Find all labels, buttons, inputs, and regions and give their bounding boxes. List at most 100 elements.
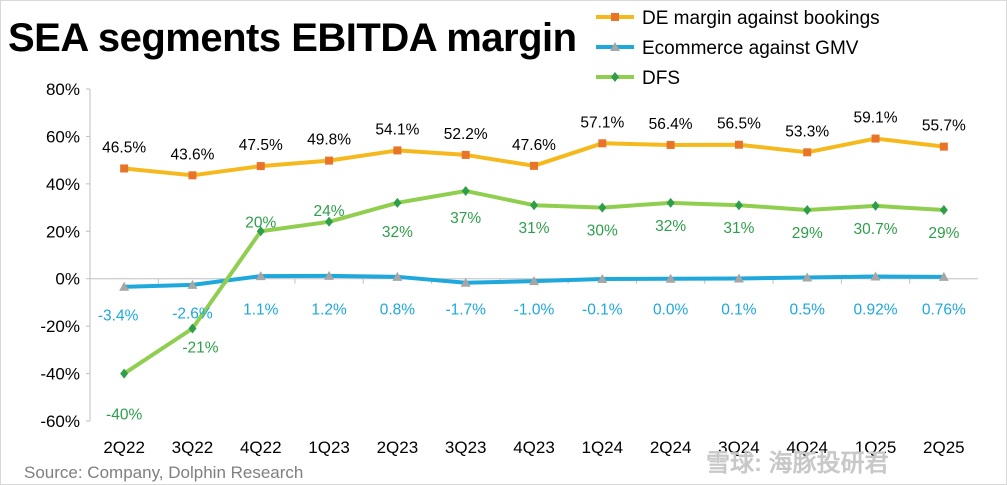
ecom-point: [529, 276, 539, 286]
ecom-point: [938, 271, 949, 281]
ecom-point: [802, 272, 813, 282]
ecom-point: [460, 277, 471, 287]
ecom-point: [597, 273, 608, 283]
de-data-label: 54.1%: [375, 121, 419, 138]
dfs-data-label: 20%: [245, 214, 276, 231]
de-point: [871, 134, 880, 143]
de-point: [188, 171, 197, 180]
de-data-label: 55.7%: [922, 118, 966, 135]
dfs-point: [939, 204, 948, 215]
x-tick-label: 3Q24: [718, 438, 760, 457]
dfs-point: [871, 200, 880, 211]
de-data-label: 59.1%: [854, 110, 898, 127]
y-tick-label: 40%: [46, 175, 80, 194]
ecom-data-label: 1.2%: [311, 302, 347, 319]
ecom-data-label: 0.92%: [854, 302, 898, 319]
dfs-data-label: 31%: [518, 220, 549, 237]
ecom-data-label: -3.4%: [98, 308, 139, 325]
de-point: [325, 156, 334, 165]
y-tick-label: 60%: [46, 127, 80, 146]
source-note: Source: Company, Dolphin Research: [24, 463, 304, 482]
ecom-point: [187, 279, 198, 289]
de-data-label: 57.1%: [580, 114, 624, 131]
ecom-point: [733, 273, 744, 283]
de-point: [256, 162, 265, 171]
de-point: [120, 164, 129, 173]
ecom-point: [324, 270, 335, 280]
dfs-data-label: -21%: [182, 340, 218, 357]
y-tick-label: 80%: [46, 80, 80, 99]
ecom-data-label: -1.7%: [445, 302, 486, 319]
dfs-legend-label: DFS: [642, 68, 680, 89]
ecom-point: [119, 281, 130, 291]
de-data-label: 49.8%: [307, 132, 351, 149]
dfs-data-label: 32%: [655, 218, 686, 235]
x-tick-label: 1Q25: [855, 438, 897, 457]
x-tick-label: 3Q22: [172, 438, 214, 457]
de-legend-label: DE margin against bookings: [642, 8, 880, 29]
ecom-legend-label: Ecommerce against GMV: [642, 38, 859, 59]
de-data-label: 47.5%: [239, 137, 283, 154]
ecom-data-label: -1.0%: [514, 302, 555, 319]
watermark-text: 雪球: 海豚投研君: [706, 450, 889, 477]
dfs-data-label: 29%: [928, 225, 959, 242]
x-tick-label: 2Q25: [923, 438, 965, 457]
dfs-point: [734, 200, 743, 211]
de-data-label: 52.2%: [444, 126, 488, 143]
ecom-data-label: 0.1%: [721, 302, 757, 319]
x-tick-label: 4Q24: [786, 438, 828, 457]
dfs-data-label: 29%: [792, 225, 823, 242]
y-tick-label: 20%: [46, 222, 80, 241]
ecom-point: [255, 271, 266, 281]
dfs-point: [256, 226, 265, 237]
ecom-point: [392, 271, 403, 281]
ecom-data-label: -2.6%: [172, 306, 213, 323]
de-point: [598, 139, 607, 148]
de-point: [393, 146, 402, 155]
de-data-label: 56.4%: [649, 116, 693, 133]
dfs-point: [393, 197, 402, 208]
x-tick-label: 1Q23: [308, 438, 350, 457]
de-point: [734, 140, 743, 149]
dfs-point: [120, 368, 129, 379]
ecom-data-label: -0.1%: [582, 302, 623, 319]
de-point: [530, 161, 538, 170]
dfs-legend-marker: [611, 72, 619, 82]
ecom-legend-marker: [610, 42, 620, 51]
dfs-point: [325, 216, 334, 227]
dfs-point: [461, 185, 470, 196]
x-tick-label: 2Q24: [650, 438, 692, 457]
x-tick-label: 4Q23: [513, 438, 555, 457]
y-tick-label: -60%: [40, 412, 80, 431]
dfs-point: [803, 204, 812, 215]
dfs-point: [598, 202, 607, 213]
y-tick-label: -40%: [40, 365, 80, 384]
de-legend-marker: [611, 13, 619, 21]
dfs-data-label: 37%: [450, 210, 481, 227]
ecom-point: [665, 273, 676, 283]
ecom-data-label: 1.1%: [243, 302, 279, 319]
y-tick-label: -20%: [40, 317, 80, 336]
dfs-data-label: 24%: [314, 203, 345, 220]
de-data-label: 46.5%: [102, 139, 146, 156]
dfs-point: [530, 200, 538, 211]
dfs-data-label: 32%: [382, 224, 413, 241]
de-point: [803, 148, 812, 157]
de-data-label: 47.6%: [512, 137, 556, 154]
dfs-data-label: 30.7%: [854, 221, 898, 238]
x-tick-label: 2Q22: [103, 438, 145, 457]
dfs-data-label: 31%: [723, 220, 754, 237]
de-point: [939, 142, 948, 151]
de-data-label: 43.6%: [170, 146, 214, 163]
de-point: [666, 140, 675, 149]
dfs-data-label: -40%: [106, 407, 142, 424]
x-tick-label: 2Q23: [377, 438, 419, 457]
chart-title: SEA segments EBITDA margin: [8, 16, 577, 60]
dfs-data-label: 30%: [587, 223, 618, 240]
ecom-data-label: 0.0%: [653, 302, 689, 319]
x-tick-label: 3Q23: [445, 438, 487, 457]
de-data-label: 56.5%: [717, 116, 761, 133]
de-point: [461, 150, 470, 159]
